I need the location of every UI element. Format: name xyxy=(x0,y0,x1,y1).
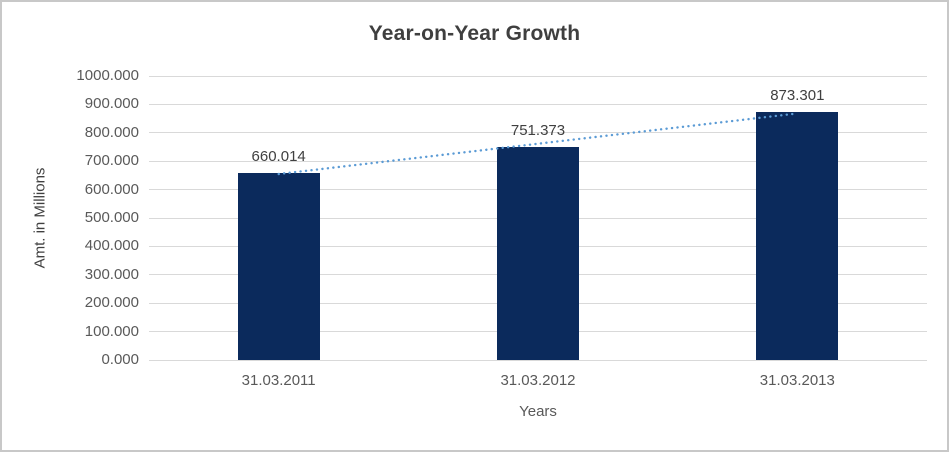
data-label: 751.373 xyxy=(510,121,566,139)
gridline xyxy=(149,75,927,77)
y-tick-label: 600.000 xyxy=(84,180,139,198)
x-tick-label: 31.03.2011 xyxy=(241,372,316,389)
gridline xyxy=(149,103,927,105)
y-tick-label: 800.000 xyxy=(84,123,139,141)
y-tick-label: 0.000 xyxy=(101,351,139,368)
x-tick-label: 31.03.2012 xyxy=(500,372,576,389)
x-tick-label: 31.03.2013 xyxy=(759,372,835,389)
y-tick-label: 300.000 xyxy=(84,265,139,283)
y-tick-label: 400.000 xyxy=(84,237,139,255)
chart-title: Year-on-Year Growth xyxy=(368,22,581,45)
y-tick-label: 100.000 xyxy=(84,322,139,340)
y-tick-label: 700.000 xyxy=(84,152,139,170)
y-tick-label: 200.000 xyxy=(84,294,139,312)
bar-31.03.2012 xyxy=(497,146,579,360)
data-label: 873.301 xyxy=(770,86,825,104)
data-label: 660.014 xyxy=(251,147,306,165)
y-tick-label: 900.000 xyxy=(84,95,139,113)
x-axis-title: Years xyxy=(519,403,557,420)
gridline xyxy=(149,359,927,361)
trendline xyxy=(277,112,799,176)
bar-31.03.2013 xyxy=(756,111,839,360)
y-tick-label: 500.000 xyxy=(84,209,139,226)
y-tick-label: 1000.000 xyxy=(76,67,139,84)
plot-area: 660.014 751.373 873.301 xyxy=(149,75,927,361)
bar-31.03.2011 xyxy=(237,172,320,360)
gridline xyxy=(149,132,927,134)
